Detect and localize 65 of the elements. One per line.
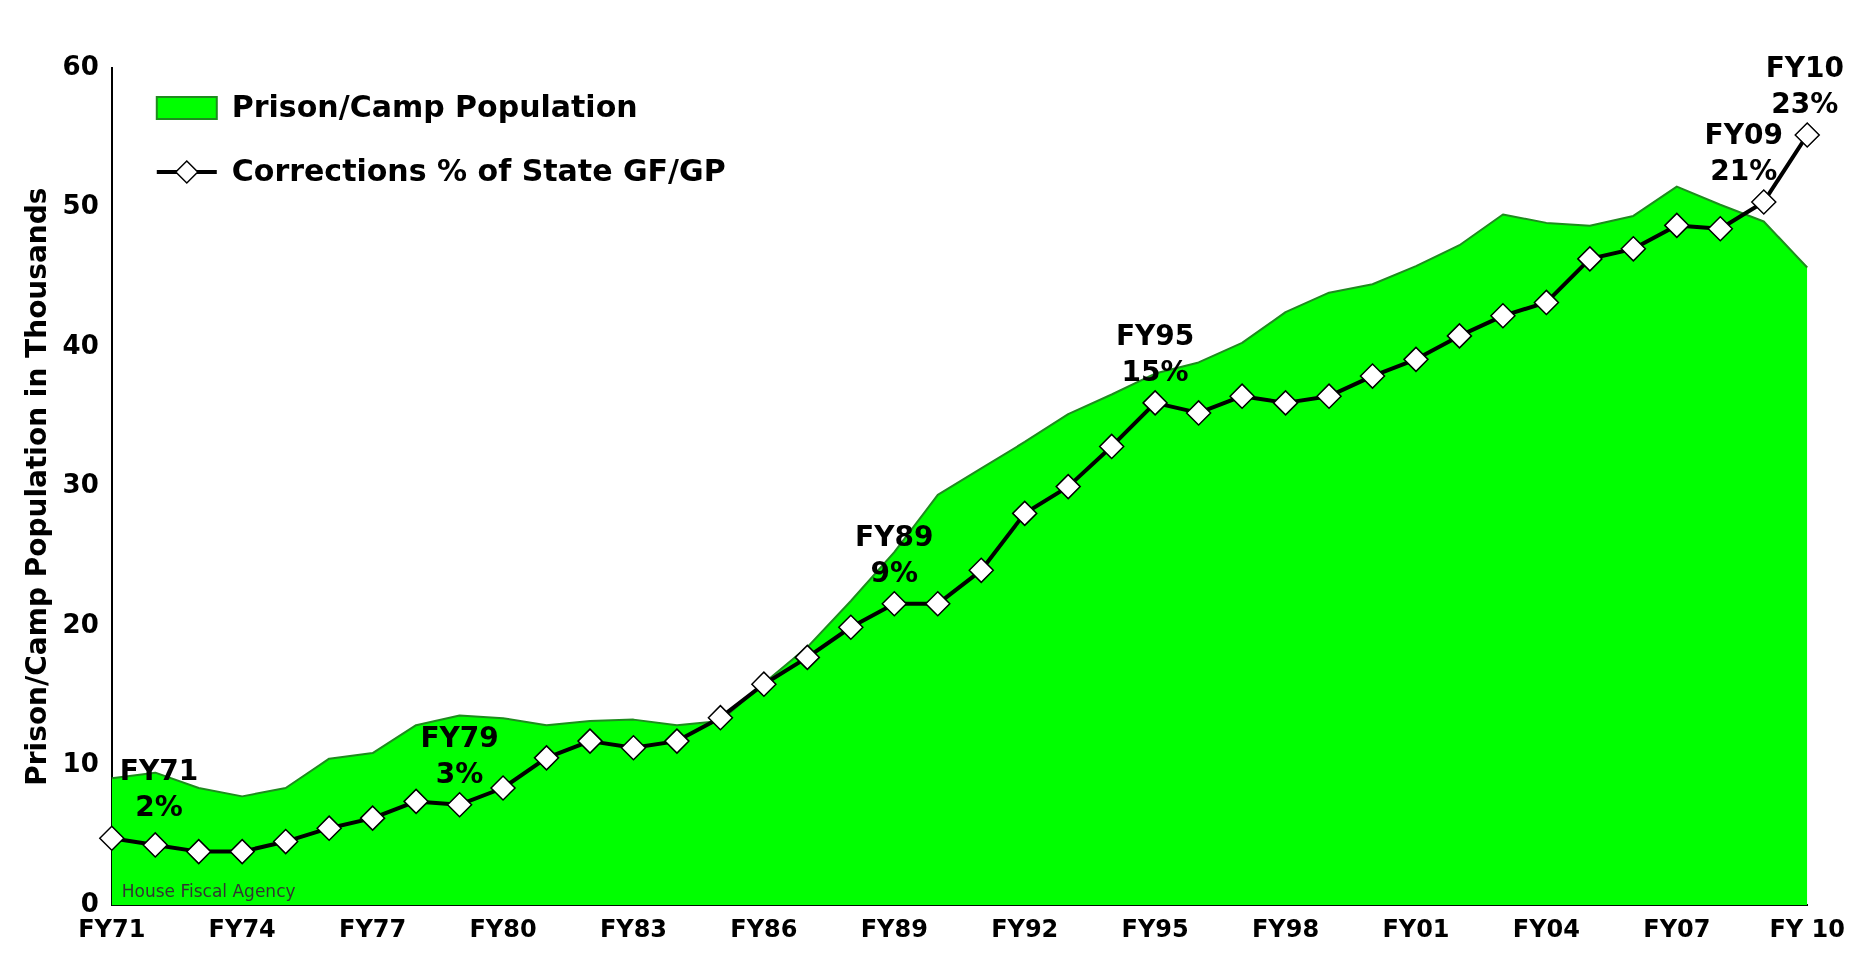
- point: [838, 614, 864, 640]
- point: [1751, 189, 1777, 215]
- x-tick-label: FY04: [1512, 914, 1580, 943]
- point: [1446, 323, 1473, 349]
- point: [1185, 400, 1212, 426]
- point: [490, 775, 516, 801]
- point: [1272, 390, 1299, 416]
- point: [707, 704, 734, 731]
- point: [316, 815, 342, 841]
- data-label: FY09 21%: [1704, 117, 1783, 187]
- y-tick-label: 40: [62, 329, 99, 360]
- point: [751, 671, 777, 697]
- x-tick-label: FY07: [1643, 914, 1711, 943]
- point: [403, 788, 429, 815]
- point: [272, 828, 299, 855]
- point: [1620, 236, 1647, 262]
- point: [533, 745, 560, 771]
- data-label: FY79 3%: [420, 720, 499, 790]
- point: [1098, 433, 1125, 460]
- y-tick-label: 20: [62, 608, 99, 639]
- x-tick-label: FY86: [730, 914, 798, 943]
- point: [1316, 383, 1342, 409]
- point: [881, 591, 908, 617]
- point: [664, 728, 690, 754]
- point: [1229, 383, 1255, 409]
- point: [968, 557, 994, 584]
- legend-label: Corrections % of State GF/GP: [231, 152, 726, 188]
- x-tick-label: FY 10: [1769, 914, 1845, 943]
- x-tick-label: FY98: [1251, 914, 1320, 943]
- point: [620, 735, 647, 761]
- point: [794, 644, 821, 671]
- x-tick-label: FY80: [469, 914, 537, 943]
- legend-label: Prison/Camp Population: [231, 88, 638, 124]
- x-tick-label: FY83: [599, 914, 668, 943]
- point: [1664, 212, 1690, 239]
- x-tick-label: FY01: [1382, 914, 1450, 943]
- y-tick-label: 60: [62, 50, 99, 81]
- x-tick-label: FY92: [991, 914, 1059, 943]
- point: [99, 825, 125, 851]
- point: [142, 832, 169, 858]
- y-tick-label: 10: [62, 748, 99, 779]
- point: [1011, 500, 1038, 527]
- point: [1142, 390, 1168, 416]
- point: [577, 728, 603, 754]
- y-axis-title: Prison/Camp Population in Thousands: [20, 187, 54, 786]
- point: [1533, 289, 1560, 316]
- point: [1055, 473, 1081, 500]
- point: [1577, 246, 1603, 272]
- x-tick-label: FY95: [1121, 914, 1189, 943]
- x-tick-label: FY77: [339, 914, 407, 943]
- point: [229, 838, 255, 865]
- x-tick-label: FY74: [208, 914, 276, 943]
- y-tick-label: 50: [62, 190, 99, 221]
- x-tick-label: FY89: [860, 914, 928, 943]
- point: [446, 791, 473, 818]
- point: [925, 591, 951, 617]
- y-tick-label: 30: [62, 469, 99, 500]
- point: [1359, 363, 1386, 389]
- point: [185, 838, 212, 865]
- data-label: FY10 23%: [1765, 50, 1844, 120]
- point: [359, 805, 386, 831]
- point: [1707, 215, 1734, 242]
- point: [1403, 346, 1429, 373]
- annotation: House Fiscal Agency: [121, 881, 296, 902]
- point: [1490, 303, 1516, 329]
